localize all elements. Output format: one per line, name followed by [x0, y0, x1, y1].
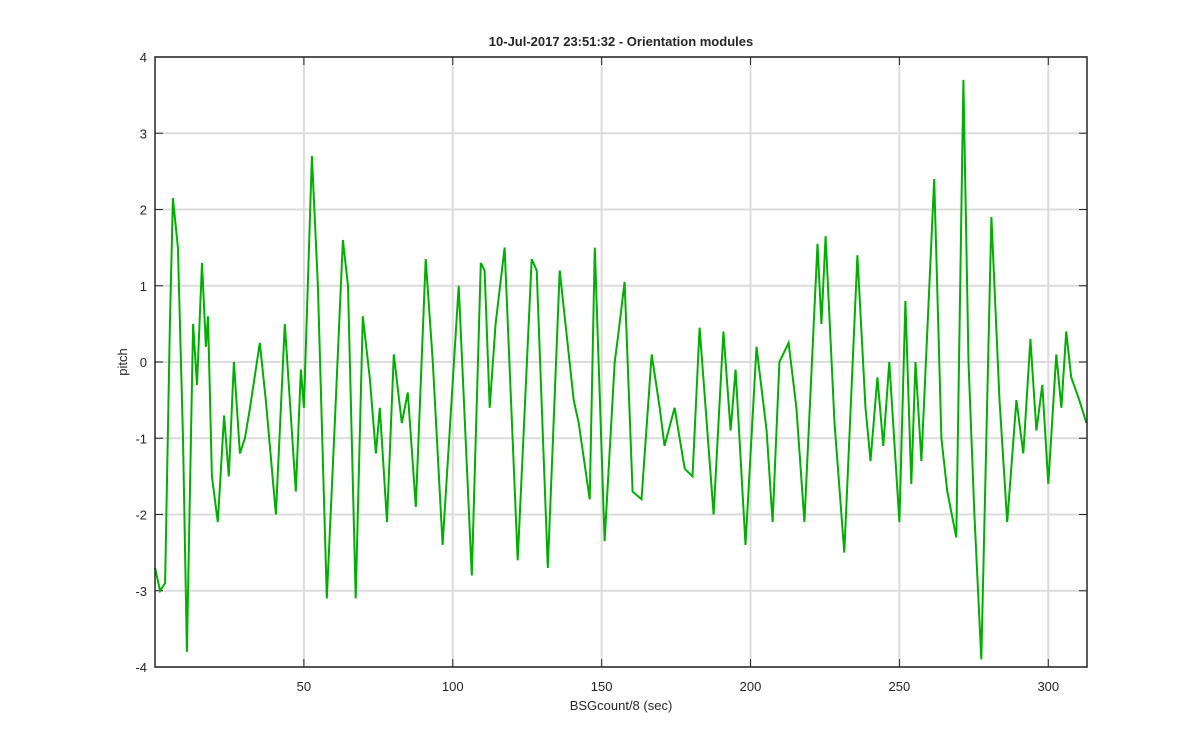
y-tick-label: 2 — [140, 203, 147, 218]
chart-title: 10-Jul-2017 23:51:32 - Orientation modul… — [489, 34, 753, 49]
y-tick-label: -1 — [135, 431, 147, 446]
axes-box — [154, 56, 1088, 668]
x-tick-label: 200 — [740, 679, 762, 694]
y-tick-label: 1 — [140, 279, 147, 294]
x-tick-label: 50 — [297, 679, 311, 694]
x-tick-label: 300 — [1037, 679, 1059, 694]
x-tick-label: 250 — [889, 679, 911, 694]
y-tick-label: -4 — [135, 660, 147, 675]
y-tick-label: 4 — [140, 50, 147, 65]
data-line — [154, 79, 1088, 660]
x-axis-label: BSGcount/8 (sec) — [570, 698, 673, 713]
y-tick-label: -2 — [135, 508, 147, 523]
y-tick-label: 3 — [140, 126, 147, 141]
y-tick-label: 0 — [140, 355, 147, 370]
x-tick-label: 150 — [591, 679, 613, 694]
y-axis-label: pitch — [115, 348, 130, 375]
x-tick-label: 100 — [442, 679, 464, 694]
y-tick-label: -3 — [135, 584, 147, 599]
